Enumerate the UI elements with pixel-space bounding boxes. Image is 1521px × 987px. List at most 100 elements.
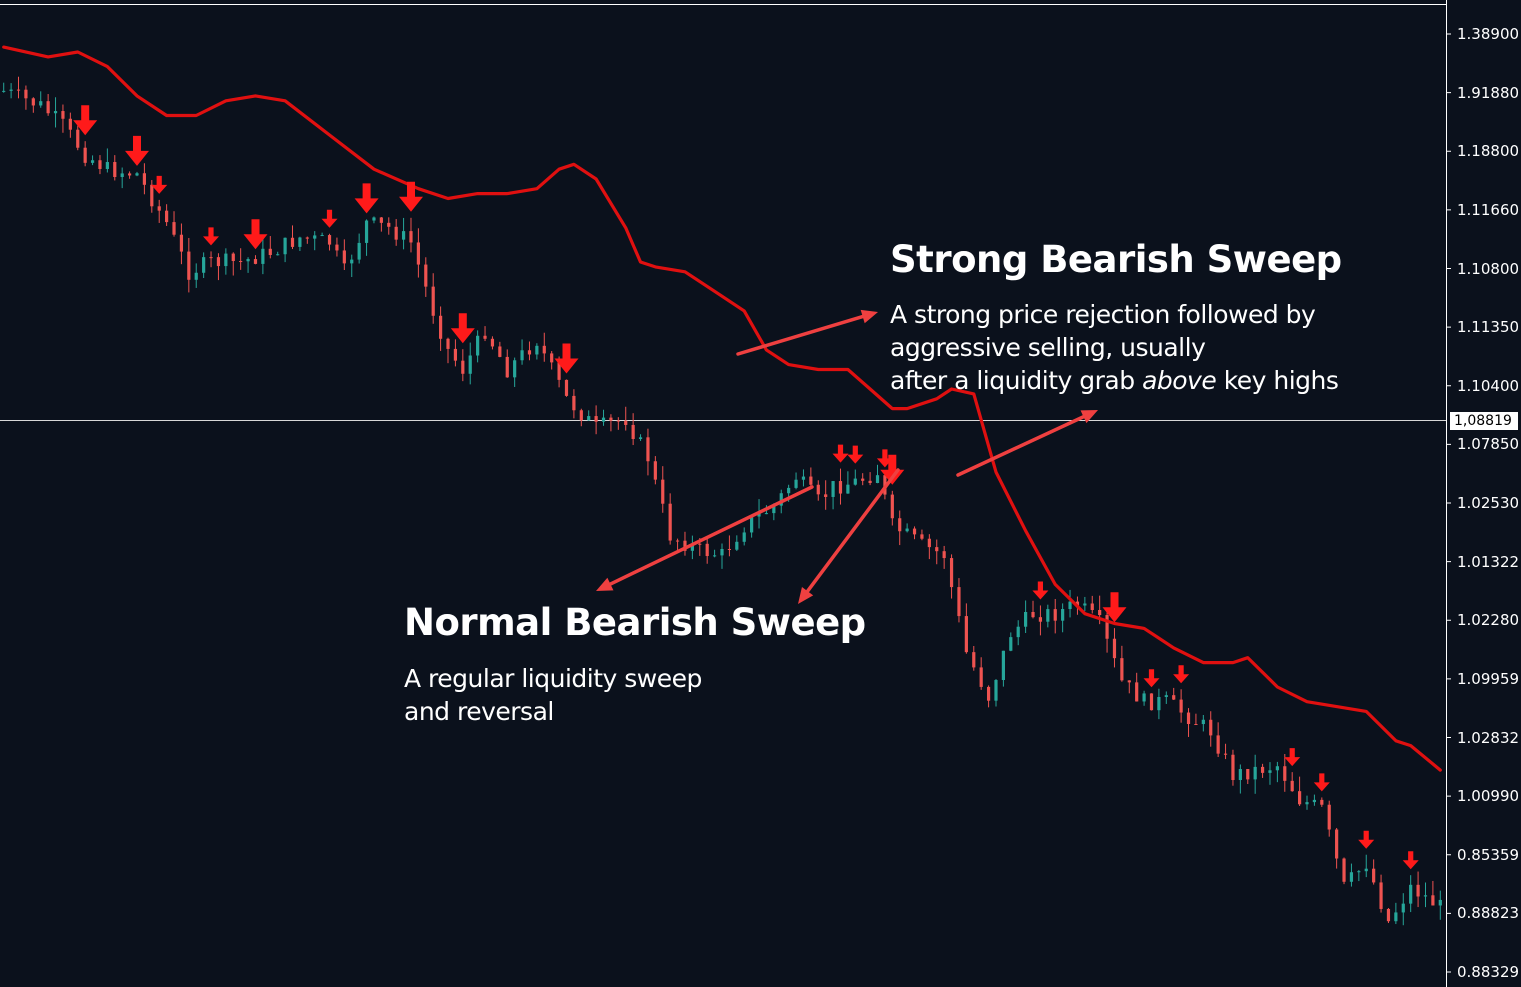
sweep-markers-group bbox=[73, 105, 1419, 870]
candle bbox=[483, 326, 487, 342]
strong-sweep-line-1: A strong price rejection followed by bbox=[890, 300, 1316, 329]
candle bbox=[335, 237, 339, 257]
candle bbox=[305, 236, 309, 244]
axis-tick-label: 1.18800 bbox=[1457, 142, 1520, 161]
candle bbox=[920, 529, 924, 541]
axis-tick-label: 0.85359 bbox=[1457, 845, 1520, 864]
normal-sweep-description: A regular liquidity sweep and reversal bbox=[404, 662, 702, 728]
candle bbox=[253, 255, 258, 265]
candle bbox=[468, 342, 472, 385]
candle bbox=[1127, 680, 1131, 694]
candle bbox=[446, 337, 450, 364]
candle bbox=[476, 330, 480, 363]
candle bbox=[313, 231, 317, 251]
candle bbox=[853, 469, 857, 486]
annotation-arrow bbox=[736, 309, 878, 356]
candle bbox=[735, 535, 739, 551]
candle bbox=[142, 163, 146, 195]
candle bbox=[268, 236, 272, 259]
annotation-arrow bbox=[956, 410, 1098, 477]
candle bbox=[68, 112, 72, 138]
candle bbox=[912, 526, 917, 540]
normal-sweep-line-1: A regular liquidity sweep bbox=[404, 664, 702, 693]
candle bbox=[1401, 893, 1405, 926]
candle bbox=[261, 238, 265, 275]
candle bbox=[1268, 762, 1272, 785]
candle bbox=[1438, 890, 1442, 920]
candle bbox=[1046, 604, 1050, 628]
candle bbox=[202, 252, 206, 279]
candle bbox=[1290, 772, 1294, 792]
candle bbox=[1016, 620, 1020, 646]
candle bbox=[861, 473, 865, 486]
candle bbox=[661, 466, 665, 513]
candle bbox=[179, 223, 184, 265]
candle bbox=[616, 417, 620, 430]
candle bbox=[572, 389, 576, 419]
candle bbox=[1164, 691, 1168, 704]
normal-sweep-arrow bbox=[847, 445, 864, 464]
candle bbox=[875, 464, 880, 484]
candle bbox=[1327, 800, 1331, 837]
candle bbox=[1231, 749, 1235, 786]
candle bbox=[1312, 794, 1317, 806]
price-axis-ticks bbox=[1446, 33, 1451, 973]
candle bbox=[453, 339, 458, 367]
candle bbox=[16, 76, 21, 99]
candle bbox=[624, 406, 628, 431]
strong-sweep-arrow bbox=[243, 219, 268, 250]
candle bbox=[994, 679, 998, 707]
candle bbox=[461, 349, 465, 382]
candle bbox=[1253, 754, 1257, 794]
candle bbox=[646, 428, 650, 476]
candle bbox=[231, 252, 235, 276]
candle bbox=[53, 97, 58, 128]
axis-tick-label: 1.02530 bbox=[1457, 494, 1520, 512]
axis-tick-label: 1.11350 bbox=[1457, 318, 1520, 337]
strong-sweep-title: Strong Bearish Sweep bbox=[890, 238, 1342, 281]
candle bbox=[1112, 628, 1117, 668]
candle bbox=[194, 263, 198, 288]
candle bbox=[986, 685, 991, 708]
candle bbox=[542, 332, 546, 362]
normal-sweep-arrow bbox=[1402, 851, 1419, 870]
candle bbox=[824, 480, 828, 510]
candle bbox=[401, 217, 406, 250]
candle bbox=[83, 141, 87, 167]
axis-tick-label: 1.11660 bbox=[1457, 200, 1520, 219]
normal-sweep-arrow bbox=[1358, 830, 1375, 849]
candle bbox=[379, 217, 383, 232]
candle bbox=[690, 535, 694, 560]
axis-tick-label: 1.38900 bbox=[1457, 25, 1520, 43]
candle bbox=[1379, 874, 1383, 913]
candle bbox=[39, 91, 43, 108]
candle bbox=[513, 357, 517, 387]
candle bbox=[1342, 857, 1346, 885]
strong-sweep-arrow bbox=[554, 343, 579, 374]
candle bbox=[1038, 605, 1043, 636]
candle bbox=[1001, 650, 1005, 687]
axis-tick-label: 1.07850 bbox=[1457, 435, 1520, 454]
candle bbox=[416, 228, 420, 278]
candle bbox=[165, 204, 169, 226]
candle bbox=[283, 237, 287, 263]
candle bbox=[298, 236, 302, 252]
candle bbox=[224, 248, 228, 275]
strong-sweep-arrow bbox=[354, 183, 379, 214]
candle bbox=[187, 237, 191, 293]
candle bbox=[172, 211, 176, 237]
strong-sweep-arrow bbox=[450, 313, 475, 344]
candle bbox=[705, 536, 709, 564]
candle bbox=[712, 549, 717, 558]
candle bbox=[357, 233, 361, 264]
candle bbox=[1053, 598, 1057, 634]
candle bbox=[1260, 763, 1265, 778]
candle bbox=[1009, 632, 1013, 652]
candle bbox=[372, 216, 376, 224]
band-line bbox=[2, 45, 1442, 772]
candle bbox=[364, 219, 369, 256]
candle bbox=[505, 349, 509, 378]
candle bbox=[838, 468, 843, 505]
candle bbox=[927, 534, 931, 560]
candle bbox=[1216, 722, 1220, 757]
